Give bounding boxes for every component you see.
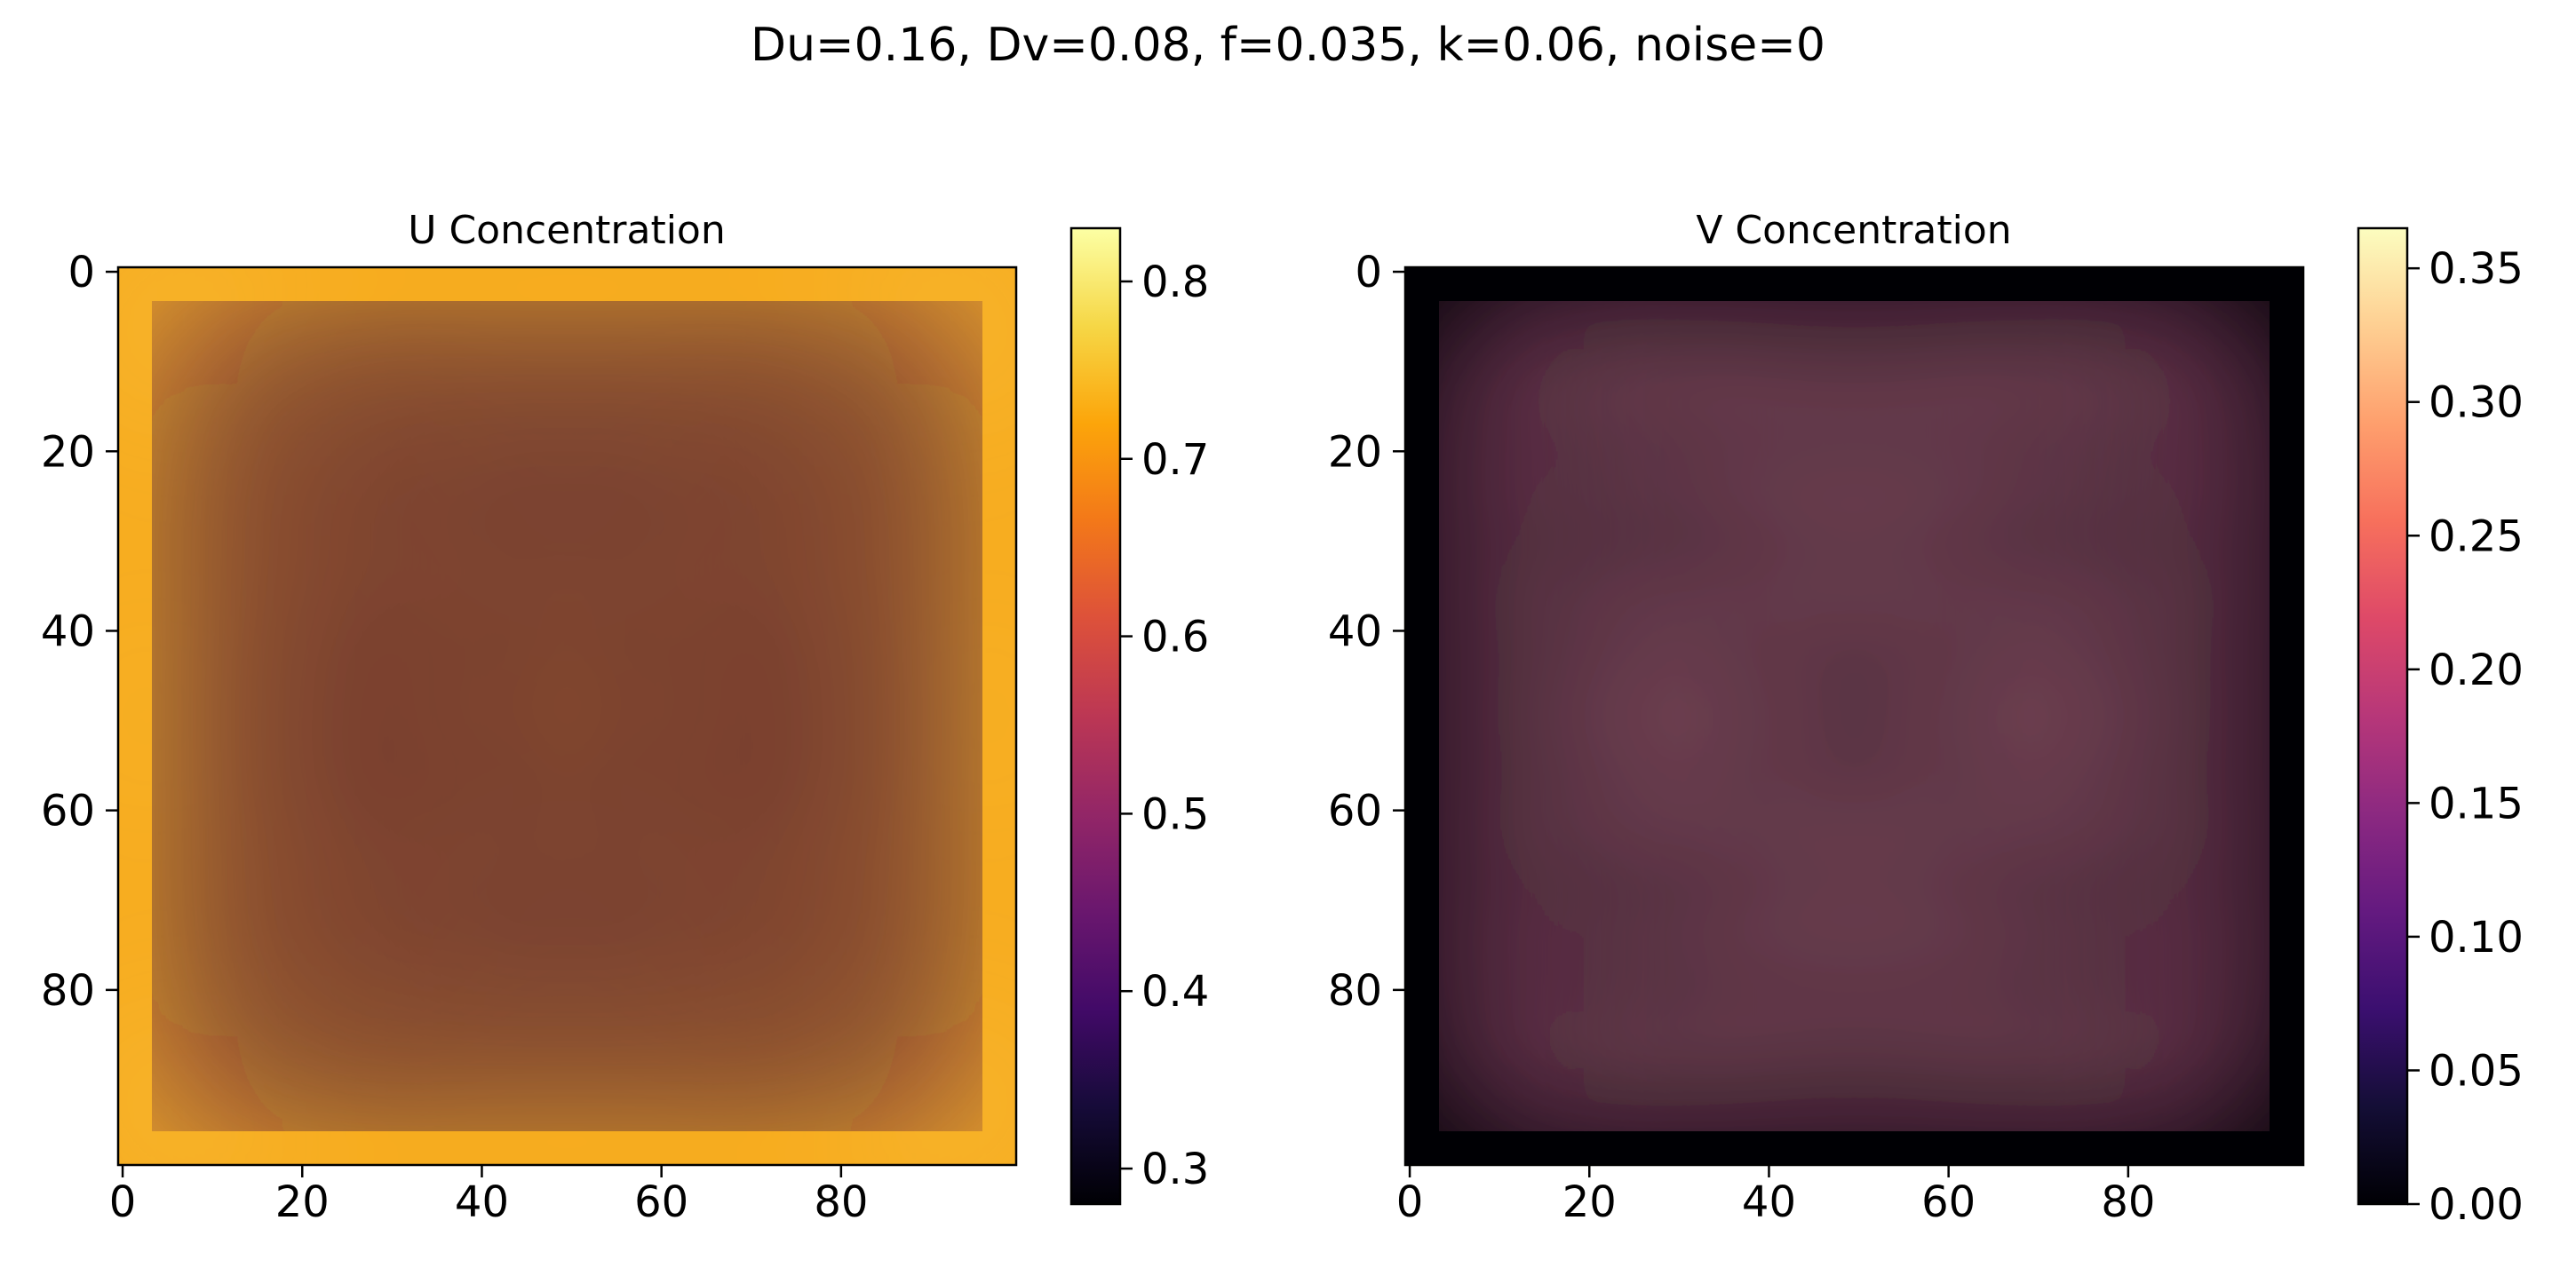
- v-x-tick-label: 60: [1921, 1177, 1976, 1227]
- v-y-tick-label: 20: [1328, 427, 1382, 477]
- u-x-tick-label: 80: [814, 1177, 868, 1227]
- u-colorbar-tick-label: 0.7: [1141, 435, 1209, 485]
- u-colorbar-tick-label: 0.8: [1141, 258, 1209, 307]
- v-panel-title: V Concentration: [1696, 208, 2011, 253]
- u-y-tick-label: 20: [41, 427, 95, 477]
- v-colorbar-tick-label: 0.10: [2429, 913, 2524, 963]
- v-colorbar-axis: 0.00 0.05 0.10 0.15 0.20 0.25 0.30 0.35: [2407, 244, 2524, 1230]
- u-colorbar-tick-label: 0.3: [1141, 1145, 1209, 1194]
- u-colorbar-tick-label: 0.4: [1141, 967, 1209, 1017]
- u-y-tick-label: 80: [41, 966, 95, 1016]
- v-colorbar-tick-label: 0.35: [2429, 244, 2524, 294]
- v-x-tick-label: 0: [1396, 1177, 1424, 1227]
- v-colorbar: [2357, 226, 2409, 1206]
- u-y-tick-label: 60: [41, 787, 95, 836]
- u-panel: U Concentration: [41, 208, 1209, 1227]
- v-colorbar-tick-label: 0.20: [2429, 646, 2524, 695]
- u-colorbar-tick-label: 0.6: [1141, 613, 1209, 662]
- u-y-tick-label: 0: [68, 248, 95, 297]
- v-y-tick-label: 0: [1355, 248, 1382, 297]
- u-panel-title: U Concentration: [408, 208, 725, 253]
- v-x-axis: 0 20 40 60 80: [1396, 1165, 2155, 1227]
- u-plot-frame: [116, 265, 1018, 1167]
- v-y-tick-label: 60: [1328, 787, 1382, 836]
- v-colorbar-tick-label: 0.00: [2429, 1180, 2524, 1230]
- v-y-axis: 0 20 40 60 80: [1328, 248, 1405, 1016]
- v-heatmap: [1405, 267, 2303, 1165]
- v-x-tick-label: 40: [1742, 1177, 1796, 1227]
- v-colorbar-tick-label: 0.25: [2429, 511, 2524, 561]
- u-colorbar: [1069, 226, 1122, 1206]
- v-y-tick-label: 80: [1328, 966, 1382, 1016]
- v-colorbar-tick-label: 0.05: [2429, 1046, 2524, 1096]
- u-y-axis: 0 20 40 60 80: [41, 248, 118, 1016]
- figure-title: Du=0.16, Dv=0.08, f=0.035, k=0.06, noise…: [751, 19, 1825, 72]
- u-x-axis: 0 20 40 60 80: [109, 1165, 868, 1227]
- v-colorbar-tick-label: 0.30: [2429, 378, 2524, 428]
- u-x-tick-label: 60: [634, 1177, 688, 1227]
- v-y-tick-label: 40: [1328, 606, 1382, 656]
- u-x-tick-label: 0: [109, 1177, 137, 1227]
- v-colorbar-tick-label: 0.15: [2429, 779, 2524, 828]
- u-colorbar-tick-label: 0.5: [1141, 789, 1209, 839]
- u-x-tick-label: 20: [275, 1177, 330, 1227]
- u-y-tick-label: 40: [41, 606, 95, 656]
- v-x-tick-label: 20: [1562, 1177, 1617, 1227]
- v-x-tick-label: 80: [2101, 1177, 2155, 1227]
- v-panel: V Concentration 0 20 40 60 80 0 20 40 60 80 0.00…: [1328, 208, 2524, 1230]
- v-plot-frame: [1403, 265, 2305, 1167]
- u-x-tick-label: 40: [455, 1177, 509, 1227]
- u-colorbar-axis: 0.3 0.4 0.5 0.6 0.7 0.8: [1120, 258, 1209, 1194]
- u-heatmap: [118, 267, 1016, 1165]
